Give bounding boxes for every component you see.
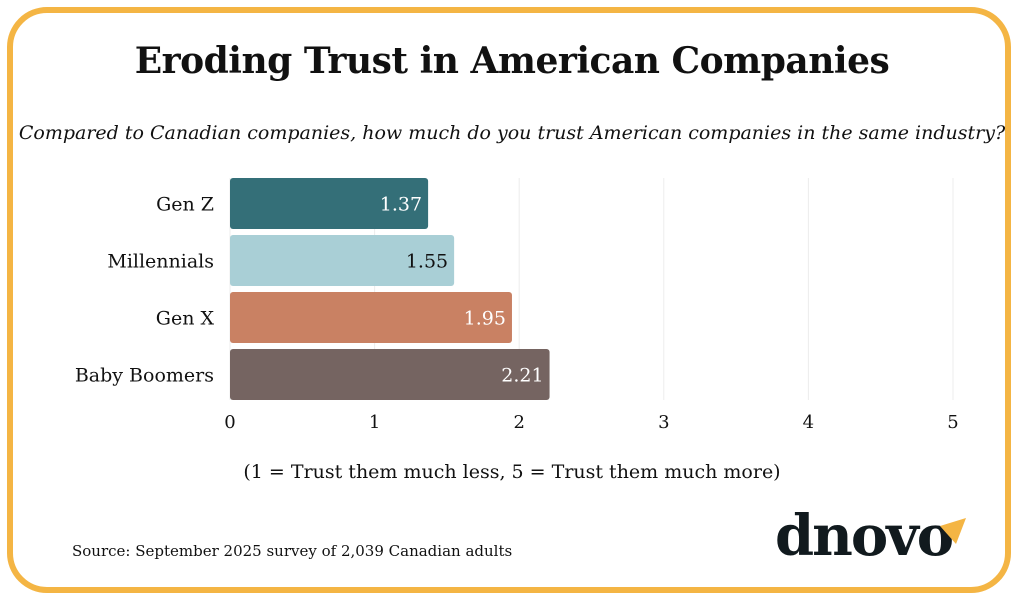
data-label: 1.55 bbox=[406, 251, 448, 273]
source-note: Source: September 2025 survey of 2,039 C… bbox=[72, 542, 513, 560]
x-tick-label: 1 bbox=[369, 412, 380, 433]
data-label: 2.21 bbox=[501, 365, 543, 387]
scale-note: (1 = Trust them much less, 5 = Trust the… bbox=[243, 461, 781, 483]
category-label: Gen X bbox=[156, 308, 215, 330]
data-label: 1.37 bbox=[380, 194, 422, 216]
x-tick-label: 5 bbox=[947, 412, 958, 433]
category-label: Millennials bbox=[107, 251, 214, 273]
x-tick-label: 3 bbox=[658, 412, 669, 433]
chart-subtitle: Compared to Canadian companies, how much… bbox=[18, 122, 1006, 144]
category-label: Baby Boomers bbox=[75, 365, 214, 387]
bar bbox=[230, 178, 429, 229]
logo-arrow-icon bbox=[940, 518, 966, 544]
x-tick-label: 2 bbox=[513, 412, 524, 433]
chart-frame bbox=[7, 7, 1011, 593]
bar bbox=[230, 235, 455, 286]
dnovo-logo: dnovo bbox=[775, 503, 954, 569]
x-tick-label: 0 bbox=[224, 412, 235, 433]
x-tick-label: 4 bbox=[803, 412, 814, 433]
data-label: 1.95 bbox=[464, 308, 506, 330]
category-label: Gen Z bbox=[156, 194, 214, 216]
bar bbox=[230, 292, 512, 343]
chart-title: Eroding Trust in American Companies bbox=[134, 40, 890, 82]
bar bbox=[230, 349, 550, 400]
